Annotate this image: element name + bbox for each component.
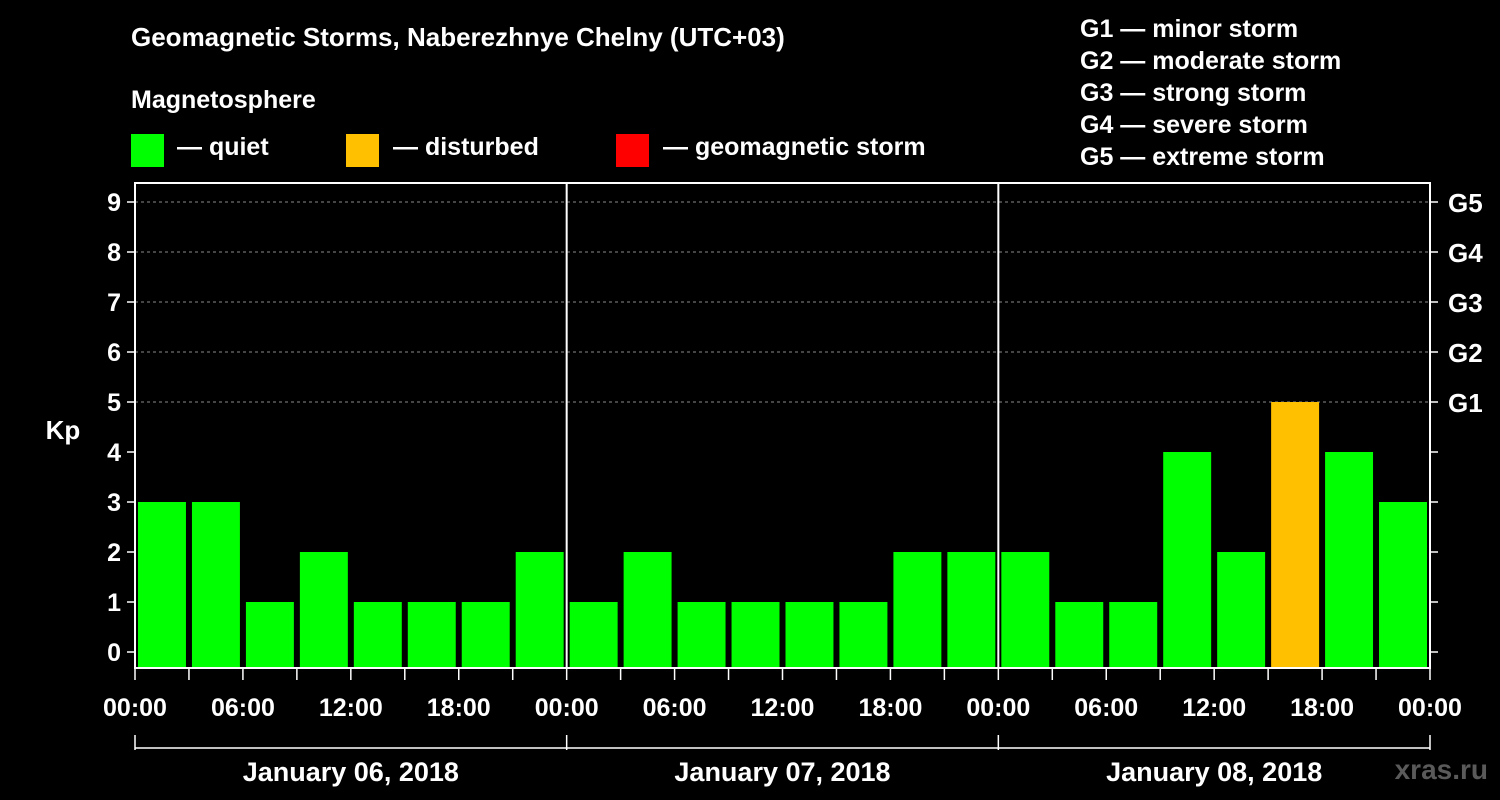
kp-bar	[461, 602, 510, 668]
kp-bar	[785, 602, 834, 668]
kp-bar	[1109, 602, 1158, 668]
y-tick-label: 6	[107, 339, 121, 367]
x-tick-label: 12:00	[751, 694, 815, 722]
day-label: January 07, 2018	[674, 757, 890, 787]
x-tick-label: 00:00	[103, 694, 167, 722]
y-tick-label: 7	[107, 289, 121, 317]
kp-bar	[731, 602, 780, 668]
kp-bar	[839, 602, 888, 668]
y-tick-label: 8	[107, 239, 121, 267]
y-tick-label: 5	[107, 389, 121, 417]
x-tick-label: 06:00	[1074, 694, 1138, 722]
legend-swatch-disturbed	[346, 134, 379, 167]
kp-bar	[569, 602, 618, 668]
kp-bar	[1325, 452, 1374, 668]
legend-swatch-quiet	[131, 134, 164, 167]
magnetosphere-heading: Magnetosphere	[131, 86, 316, 114]
legend-label-quiet: — quiet	[177, 133, 269, 161]
x-tick-label: 00:00	[535, 694, 599, 722]
g-scale-label: G5	[1448, 188, 1483, 218]
x-tick-label: 18:00	[1290, 694, 1354, 722]
storm-scale-g4: G4 — severe storm	[1080, 111, 1308, 139]
kp-bar	[677, 602, 726, 668]
watermark: xras.ru	[1394, 754, 1488, 785]
y-tick-label: 1	[107, 589, 121, 617]
kp-bar	[1163, 452, 1212, 668]
kp-bar	[947, 552, 996, 668]
legend-label-disturbed: — disturbed	[393, 133, 539, 161]
y-tick-label: 2	[107, 539, 121, 567]
kp-bar	[407, 602, 456, 668]
y-tick-label: 9	[107, 189, 121, 217]
storm-scale-g3: G3 — strong storm	[1080, 79, 1307, 107]
chart-title: Geomagnetic Storms, Naberezhnye Chelny (…	[131, 22, 785, 52]
x-tick-label: 12:00	[1182, 694, 1246, 722]
legend-swatch-storm	[616, 134, 649, 167]
day-label: January 08, 2018	[1106, 757, 1322, 787]
kp-bar	[1055, 602, 1104, 668]
y-tick-label: 0	[107, 639, 121, 667]
kp-bar	[353, 602, 402, 668]
kp-bar	[299, 552, 348, 668]
kp-bar	[138, 502, 186, 668]
day-label: January 06, 2018	[243, 757, 459, 787]
kp-bar	[893, 552, 942, 668]
kp-bar	[1379, 502, 1427, 668]
kp-bar	[623, 552, 672, 668]
x-tick-label: 00:00	[1398, 694, 1462, 722]
storm-scale-g5: G5 — extreme storm	[1080, 143, 1325, 171]
y-tick-label: 4	[107, 439, 121, 467]
kp-bar	[1217, 552, 1266, 668]
x-tick-label: 06:00	[643, 694, 707, 722]
g-scale-label: G3	[1448, 288, 1483, 318]
g-scale-label: G1	[1448, 388, 1483, 418]
y-tick-label: 3	[107, 489, 121, 517]
kp-bar	[1271, 402, 1320, 668]
storm-scale-g2: G2 — moderate storm	[1080, 47, 1342, 75]
kp-bar	[515, 552, 564, 668]
x-tick-label: 18:00	[427, 694, 491, 722]
x-tick-label: 18:00	[858, 694, 922, 722]
kp-bar	[245, 602, 294, 668]
x-tick-label: 06:00	[211, 694, 275, 722]
g-scale-label: G4	[1448, 238, 1483, 268]
x-tick-label: 00:00	[966, 694, 1030, 722]
g-scale-label: G2	[1448, 338, 1483, 368]
legend-label-storm: — geomagnetic storm	[663, 133, 926, 161]
y-axis-label: Kp	[46, 415, 81, 445]
kp-bar	[191, 502, 240, 668]
x-tick-label: 12:00	[319, 694, 383, 722]
kp-bar	[1001, 552, 1050, 668]
storm-scale-g1: G1 — minor storm	[1080, 15, 1299, 43]
